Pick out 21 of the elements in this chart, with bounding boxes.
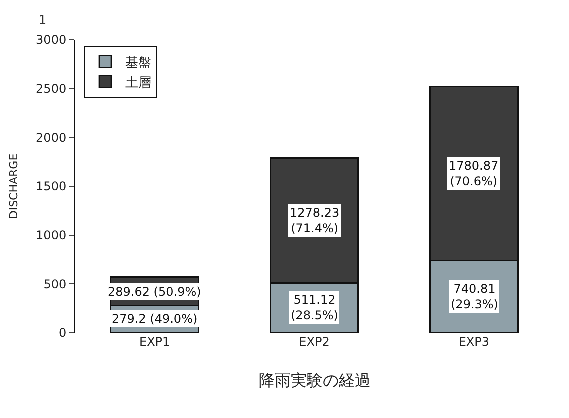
y-tick-label: 2500 [36,82,67,96]
y-tick-label: 1000 [36,228,67,243]
x-tick-label: EXP3 [458,335,490,349]
y-tick-label: 500 [44,277,67,292]
data-label: 289.62 (50.9%) [108,285,202,299]
data-label: 511.12 (28.5%) [291,293,338,323]
y-tick-label: 3000 [36,33,67,48]
x-tick-label: EXP2 [299,335,330,349]
text: 降雨実験の経過 [259,371,371,390]
y-tick-label: 0 [58,326,67,340]
text: 1 [39,13,47,27]
y-tick-label: 2000 [36,130,67,145]
data-label: 1780.87 (70.6%) [449,159,499,189]
data-label: 740.81 (29.3%) [451,282,498,312]
data-label: 1278.23 (71.4%) [290,206,340,236]
legend-label: 基盤 [126,56,152,71]
x-tick-label: EXP1 [139,335,170,349]
y-axis-title: DISCHARGE [8,154,21,220]
y-tick-label: 1500 [36,180,67,194]
legend-label: 土層 [126,76,152,91]
data-label: 279.2 (49.0%) [112,312,198,326]
